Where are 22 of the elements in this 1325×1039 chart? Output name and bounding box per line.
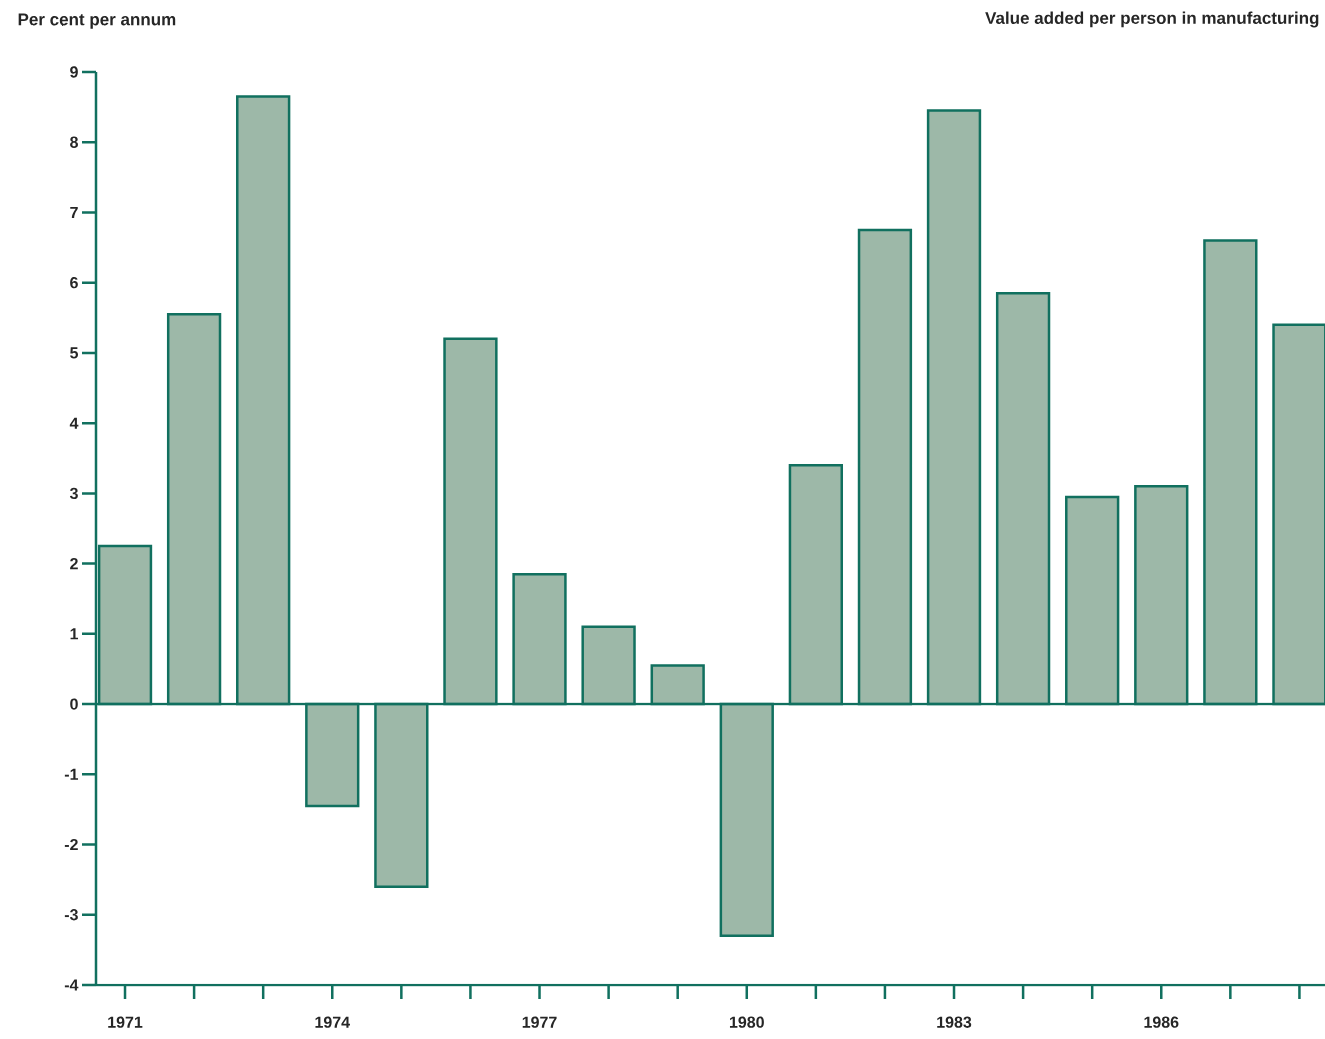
y-tick-label: 0 <box>70 698 78 710</box>
y-tick-label: -2 <box>64 838 78 851</box>
y-tick-label: 9 <box>70 66 78 78</box>
y-tick-label: 5 <box>70 347 79 359</box>
x-tick-label: 1986 <box>1144 1016 1179 1028</box>
y-tick-label: 3 <box>69 487 78 500</box>
y-axis-title: Per cent per annum <box>18 13 176 29</box>
y-tick-label: -1 <box>64 768 79 780</box>
chart-title: Value added per person in manufacturing <box>985 11 1319 28</box>
y-tick-label: 1 <box>70 628 79 640</box>
y-tick-label: 4 <box>69 417 79 429</box>
x-tick-label: 1980 <box>729 1016 764 1028</box>
y-tick-label: -4 <box>64 979 79 991</box>
x-tick-label: 1983 <box>937 1016 972 1028</box>
y-tick-label: 7 <box>70 206 78 218</box>
x-tick-label: 1971 <box>108 1016 143 1028</box>
y-tick-label: 2 <box>70 558 78 570</box>
y-tick-label: 8 <box>70 136 78 148</box>
x-tick-label: 1974 <box>315 1016 350 1028</box>
y-tick-label: -3 <box>64 909 78 921</box>
y-tick-label: 6 <box>70 277 78 289</box>
x-tick-label: 1977 <box>522 1016 557 1028</box>
